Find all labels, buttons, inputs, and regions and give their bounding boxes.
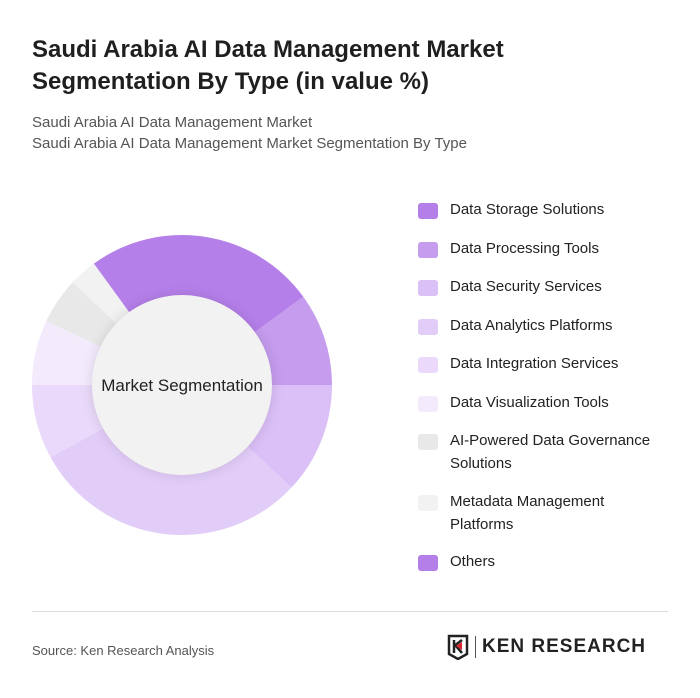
legend-label: Data Storage Solutions xyxy=(450,201,605,218)
legend-label: Data Analytics Platforms xyxy=(450,316,613,334)
legend-label: Metadata Management Platforms xyxy=(450,492,605,533)
legend-swatch xyxy=(418,434,438,450)
center-label: Market Segmentation xyxy=(101,376,263,395)
logo-text: KEN RESEARCH xyxy=(482,636,647,657)
legend-item: Metadata Management Platforms xyxy=(418,490,678,536)
source-note: Source: Ken Research Analysis xyxy=(32,643,215,658)
legend-item: Data Security Services xyxy=(418,275,678,298)
legend-swatch xyxy=(418,280,438,296)
legend-item: Data Visualization Tools xyxy=(418,391,678,414)
legend-item: AI-Powered Data Governance Solutions xyxy=(418,429,678,475)
legend-label: Others xyxy=(450,553,496,570)
donut-center xyxy=(92,295,272,475)
legend-swatch xyxy=(418,357,438,373)
legend-swatch xyxy=(418,318,438,335)
legend-label: Data Visualization Tools xyxy=(450,393,609,411)
legend-swatch xyxy=(418,395,438,412)
legend-swatch xyxy=(418,555,438,571)
legend-swatch xyxy=(418,203,438,219)
legend-item: Data Integration Services xyxy=(418,352,678,375)
chart-subtitle-2: Saudi Arabia AI Data Management Market S… xyxy=(32,135,467,152)
legend-item: Data Analytics Platforms xyxy=(418,314,678,337)
legend-item: Others xyxy=(418,550,678,573)
legend-label: Data Security Services xyxy=(450,278,602,295)
legend-swatch xyxy=(418,494,438,511)
ken-research-logo: KEN RESEARCH xyxy=(447,634,646,660)
donut-chart: Market Segmentation xyxy=(32,235,332,535)
divider xyxy=(32,611,668,612)
logo-separator xyxy=(475,636,476,658)
legend: Data Storage Solutions Data Processing To… xyxy=(418,198,678,573)
logo-icon xyxy=(447,634,469,660)
legend-swatch xyxy=(418,241,438,258)
legend-item: Data Storage Solutions xyxy=(418,198,678,221)
legend-label: Data Processing Tools xyxy=(450,239,599,257)
chart-subtitle: Saudi Arabia AI Data Management Market xyxy=(32,114,313,131)
legend-label: AI-Powered Data Governance Solutions xyxy=(450,432,651,472)
legend-item: Data Processing Tools xyxy=(418,237,678,260)
chart-title: Saudi Arabia AI Data Management Market S… xyxy=(32,36,504,95)
legend-label: Data Integration Services xyxy=(450,355,619,372)
